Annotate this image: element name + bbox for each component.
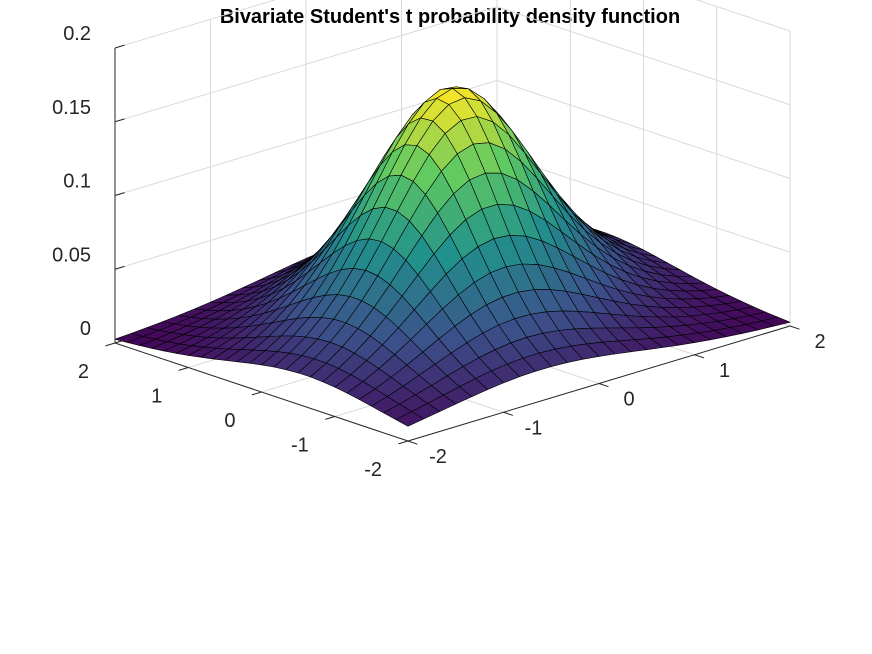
z-tick-mark: [114, 265, 125, 270]
y-tick-mark: [251, 391, 262, 396]
y-tick-label: 2: [78, 361, 89, 383]
z-tick-mark: [114, 339, 125, 344]
z-tick-label: 0.15: [52, 97, 91, 119]
y-tick-label: 1: [151, 386, 162, 408]
y-tick-mark: [325, 416, 335, 420]
grid-line: [496, 6, 791, 106]
grid-line: [695, 0, 791, 32]
tick-labels: 0 0.05 0.1 0.15 0.2 -2 -1 0 1 2 -2 -1 0 1 2: [52, 23, 826, 481]
z-tick-label: 0: [80, 318, 91, 340]
grid-line: [496, 153, 791, 253]
z-tick-label: 0.2: [63, 23, 91, 45]
y-tick-mark: [105, 342, 116, 347]
z-tick-label: 0.1: [63, 171, 91, 193]
surface-patch: [395, 411, 425, 427]
y-tick-mark: [178, 367, 189, 371]
x-tick-mark: [503, 411, 514, 416]
x-tick-label: -2: [429, 446, 447, 468]
x-tick-label: 2: [814, 331, 825, 353]
x-tick-label: -1: [525, 417, 543, 439]
x-tick-mark: [694, 354, 705, 359]
y-tick-label: -2: [364, 459, 382, 481]
x-tick-mark: [407, 440, 418, 445]
x-tick-mark: [598, 383, 609, 388]
chart-title: Bivariate Student's t probability densit…: [220, 6, 680, 28]
grid-line: [114, 6, 498, 123]
y-tick-mark: [398, 440, 409, 445]
y-tick-label: -1: [291, 435, 309, 457]
axes: [105, 44, 800, 445]
z-tick-label: 0.05: [52, 244, 91, 266]
x-tick-label: 1: [719, 360, 730, 382]
x-tick-mark: [789, 325, 800, 330]
z-tick-mark: [114, 192, 125, 196]
grid-line: [496, 80, 791, 179]
z-tick-mark: [114, 44, 125, 49]
z-tick-mark: [114, 118, 125, 123]
grid-line: [114, 0, 277, 49]
surface-mesh: [114, 86, 791, 427]
y-tick-label: 0: [224, 410, 235, 432]
x-tick-label: 0: [623, 389, 634, 411]
